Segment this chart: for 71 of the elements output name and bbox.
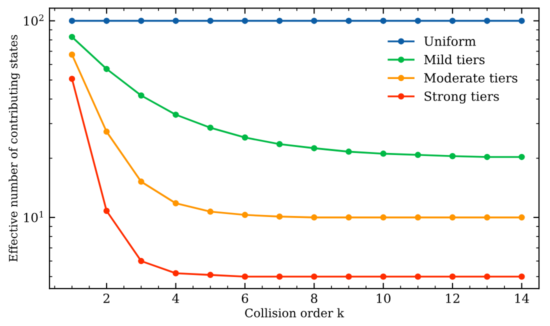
point (172, 112, 179, 118)
point (242, 212, 248, 218)
point (103, 18, 110, 24)
point (518, 154, 525, 160)
point (103, 66, 110, 72)
legend-label: Mild tiers (424, 54, 485, 64)
x-tick-label: 8 (311, 294, 318, 304)
point (138, 258, 144, 264)
point (242, 18, 248, 24)
point (172, 200, 179, 206)
point (484, 273, 490, 280)
x-axis-title: Collision order k (245, 308, 344, 318)
point (414, 273, 422, 280)
y-axis-title: Effective number of contributing states (8, 35, 20, 262)
x-tick-label: 2 (103, 294, 110, 303)
point (518, 214, 525, 221)
point (380, 150, 386, 157)
x-tick-label: 4 (172, 294, 180, 303)
point (414, 18, 422, 24)
point (138, 178, 144, 185)
x-tick-label: 10 (376, 294, 390, 304)
point (68, 18, 76, 24)
point (346, 214, 352, 221)
point (276, 140, 283, 148)
point (68, 34, 76, 40)
legend-label: Uniform (424, 36, 476, 46)
point (311, 18, 318, 24)
x-tick-label: 14 (515, 294, 530, 303)
point (68, 52, 76, 58)
point (311, 273, 318, 280)
point (138, 92, 144, 99)
point (346, 273, 352, 280)
point (449, 153, 456, 160)
x-tick-label: 12 (446, 294, 460, 303)
point (103, 128, 110, 135)
point (207, 124, 214, 131)
point (484, 154, 490, 160)
point (484, 214, 490, 221)
point (449, 214, 456, 221)
point (172, 18, 179, 24)
point (346, 148, 352, 155)
legend-label: Moderate tiers (424, 72, 518, 83)
x-tick-label: 6 (242, 294, 248, 304)
point (207, 208, 214, 215)
point (276, 213, 283, 220)
point (172, 270, 179, 276)
point (380, 273, 386, 280)
point (346, 18, 352, 24)
point (380, 18, 386, 24)
point (207, 272, 214, 278)
point (414, 214, 422, 221)
point (68, 76, 76, 82)
point (138, 18, 144, 24)
legend-label: Strong tiers (424, 91, 499, 104)
point (449, 18, 456, 24)
point (311, 214, 318, 221)
y-tick-label: 10$^{2}$ (24, 14, 44, 26)
point (242, 273, 248, 280)
point (311, 145, 318, 152)
point (484, 18, 490, 24)
point (276, 273, 283, 280)
y-tick-label: 10$^{1}$ (24, 211, 43, 222)
point (103, 208, 110, 214)
point (518, 273, 525, 280)
point (276, 18, 283, 24)
point (207, 18, 214, 24)
point (518, 18, 525, 24)
point (242, 134, 248, 141)
point (449, 273, 456, 280)
point (414, 152, 422, 158)
point (380, 214, 386, 221)
